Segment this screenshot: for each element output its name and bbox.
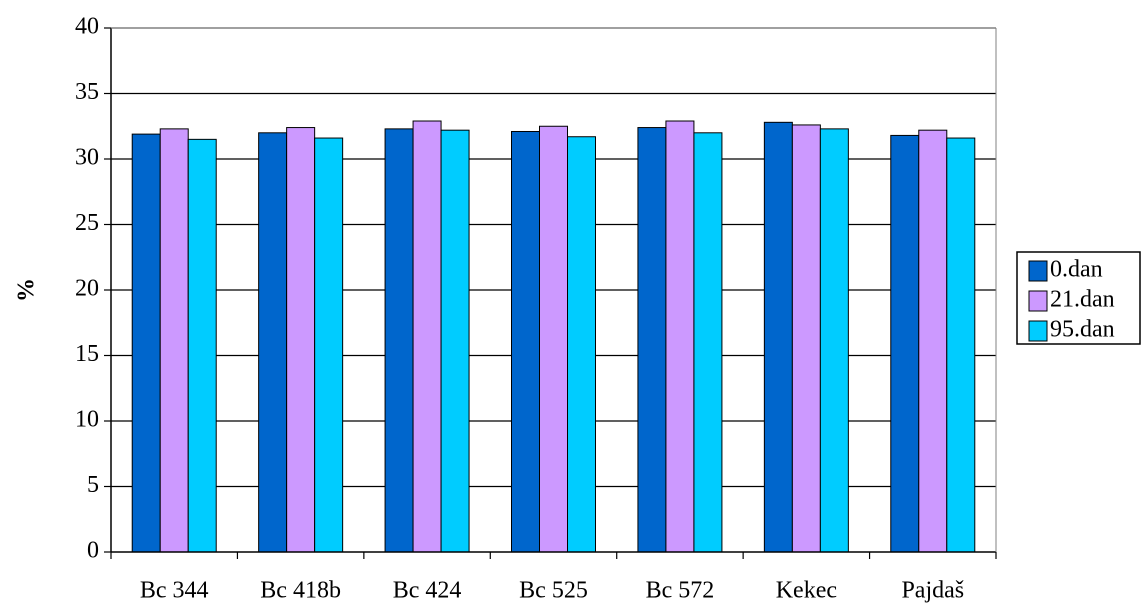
bar-95dan-4 (693, 132, 723, 553)
bar-95dan-1 (314, 137, 344, 553)
bar-21dan-6 (918, 129, 948, 553)
y-tick-label: 30 (75, 145, 99, 171)
x-category-label: Pajdaš (901, 578, 964, 604)
bar-21dan-1 (286, 127, 316, 553)
y-tick-label: 15 (75, 341, 99, 367)
bar-21dan-5 (791, 124, 821, 553)
y-tick-label: 20 (75, 276, 99, 302)
bar-0dan-0 (131, 133, 161, 553)
y-ticks: 0 5 10 15 20 25 30 35 40 (75, 14, 111, 564)
bar-0dan-6 (890, 134, 920, 553)
bar-95dan-6 (946, 137, 976, 553)
bar-0dan-2 (384, 128, 414, 553)
x-category-label: Bc 418b (260, 578, 341, 604)
legend-swatch (1028, 320, 1048, 342)
bar-21dan-0 (159, 128, 189, 553)
legend: 0.dan 21.dan 95.dan (1016, 251, 1141, 345)
y-tick-label: 0 (87, 538, 99, 564)
legend-label: 0.dan (1050, 257, 1103, 283)
legend-label: 95.dan (1050, 317, 1115, 343)
y-tick-label: 40 (75, 14, 99, 40)
y-tick-label: 5 (87, 472, 99, 498)
bar-95dan-2 (440, 129, 470, 553)
y-tick-label: 25 (75, 210, 99, 236)
x-category-label: Bc 525 (519, 578, 588, 604)
bar-21dan-2 (412, 120, 442, 553)
y-tick-label: 35 (75, 79, 99, 105)
y-axis-label: % (14, 278, 40, 302)
bar-95dan-5 (819, 128, 849, 553)
bars (131, 120, 976, 553)
bar-0dan-4 (637, 127, 667, 553)
legend-swatch (1028, 290, 1048, 312)
bar-95dan-3 (567, 136, 596, 553)
x-ticks: Bc 344 Bc 418b Bc 424 Bc 525 Bc 572 Kekec Pajd… (110, 552, 997, 604)
bar-21dan-4 (665, 120, 695, 553)
bar-95dan-0 (187, 138, 217, 553)
x-category-label: Kekec (776, 578, 837, 604)
bar-21dan-3 (539, 125, 568, 553)
bar-0dan-1 (258, 132, 288, 553)
bar-0dan-5 (763, 121, 793, 553)
legend-swatch (1028, 260, 1048, 282)
x-category-label: Bc 424 (393, 578, 462, 604)
bar-0dan-3 (511, 130, 540, 553)
x-category-label: Bc 572 (646, 578, 715, 604)
y-tick-label: 10 (75, 407, 99, 433)
x-category-label: Bc 344 (140, 578, 209, 604)
legend-label: 21.dan (1050, 287, 1115, 313)
